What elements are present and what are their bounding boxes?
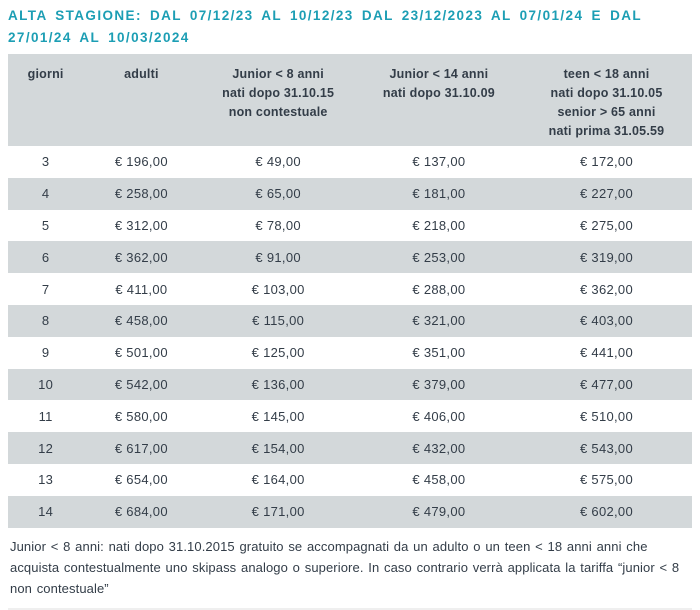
table-row: 12 € 617,00 € 154,00 € 432,00 € 543,00 [8,432,692,464]
cell-adulti: € 501,00 [114,345,168,361]
cell-giorni: 12 [8,432,84,464]
column-header-line: nati prima 31.05.59 [548,124,665,138]
column-header-line: senior > 65 anni [557,105,656,119]
cell-teen18: € 510,00 [579,408,633,424]
table-row: 7 € 411,00 € 103,00 € 288,00 € 362,00 [8,273,692,305]
column-header-junior14: Junior < 14 anni nati dopo 31.10.09 [356,54,521,146]
table-row: 6 € 362,00 € 91,00 € 253,00 € 319,00 [8,241,692,274]
cell-junior8: € 171,00 [199,495,357,528]
cell-adulti: € 542,00 [83,368,200,401]
table-row: 5 € 312,00 € 78,00 € 218,00 € 275,00 [8,210,692,242]
cell-junior8: € 78,00 [255,217,301,233]
cell-teen18: € 441,00 [579,345,633,361]
cell-giorni: 5 [41,217,50,233]
cell-junior8: € 103,00 [251,281,305,297]
cell-junior14: € 218,00 [412,217,466,233]
column-header-line: nati dopo 31.10.09 [382,86,495,100]
cell-teen18: € 575,00 [579,472,633,488]
table-row: 14 € 684,00 € 171,00 € 479,00 € 602,00 [8,495,692,528]
table-row: 9 € 501,00 € 125,00 € 351,00 € 441,00 [8,337,692,369]
cell-teen18: € 403,00 [520,304,692,337]
cell-junior8: € 49,00 [255,154,301,170]
cell-giorni: 13 [38,472,54,488]
column-header-line: non contestuale [228,105,328,119]
price-table-body: 3 € 196,00 € 49,00 € 137,00 € 172,00 4 €… [8,146,692,528]
cell-junior8: € 91,00 [199,241,357,274]
cell-junior14: € 351,00 [412,345,466,361]
cell-giorni: 7 [41,281,50,297]
cell-junior14: € 458,00 [412,472,466,488]
page-title: ALTA STAGIONE: DAL 07/12/23 AL 10/12/23 … [8,8,642,45]
cell-adulti: € 411,00 [115,281,168,297]
column-header-line: teen < 18 anni [563,67,650,81]
cell-adulti: € 312,00 [114,217,168,233]
cell-giorni: 3 [41,154,50,170]
table-row: 3 € 196,00 € 49,00 € 137,00 € 172,00 [8,146,692,178]
cell-junior14: € 379,00 [356,368,521,401]
cell-adulti: € 362,00 [83,241,200,274]
column-header-junior8: Junior < 8 anni nati dopo 31.10.15 non c… [199,54,357,146]
cell-junior8: € 125,00 [251,345,305,361]
table-row: 8 € 458,00 € 115,00 € 321,00 € 403,00 [8,304,692,337]
cell-adulti: € 258,00 [83,177,200,210]
cell-junior14: € 288,00 [412,281,466,297]
cell-junior14: € 181,00 [356,177,521,210]
cell-teen18: € 477,00 [520,368,692,401]
table-row: 13 € 654,00 € 164,00 € 458,00 € 575,00 [8,464,692,496]
column-header-teen18: teen < 18 anni nati dopo 31.10.05 senior… [520,54,692,146]
cell-junior8: € 136,00 [199,368,357,401]
cell-teen18: € 602,00 [520,495,692,528]
cell-junior8: € 65,00 [199,177,357,210]
cell-giorni: 10 [8,368,84,401]
cell-teen18: € 543,00 [520,432,692,464]
cell-teen18: € 227,00 [520,177,692,210]
footnote: Junior < 8 anni: nati dopo 31.10.2015 gr… [10,538,680,596]
cell-teen18: € 319,00 [520,241,692,274]
cell-teen18: € 275,00 [579,217,633,233]
cell-junior8: € 145,00 [251,408,305,424]
cell-adulti: € 580,00 [114,408,168,424]
cell-adulti: € 684,00 [83,495,200,528]
cell-junior14: € 321,00 [356,304,521,337]
cell-giorni: 8 [8,304,84,337]
column-header-line: Junior < 8 anni [232,67,324,81]
table-row: 11 € 580,00 € 145,00 € 406,00 € 510,00 [8,400,692,432]
cell-giorni: 14 [8,495,84,528]
column-header-adulti: adulti [83,54,200,146]
header-row: giorni adulti Junior < 8 anni nati dopo … [8,54,692,146]
column-header-line: giorni [27,67,64,81]
cell-giorni: 9 [41,345,50,361]
cell-junior14: € 479,00 [356,495,521,528]
column-header-line: adulti [124,67,159,81]
cell-junior14: € 432,00 [356,432,521,464]
price-table-header: giorni adulti Junior < 8 anni nati dopo … [8,54,692,146]
cell-giorni: 6 [8,241,84,274]
cell-giorni: 4 [8,177,84,210]
cell-junior14: € 406,00 [412,408,466,424]
bottom-divider [8,607,692,610]
cell-teen18: € 172,00 [579,154,633,170]
column-header-line: nati dopo 31.10.15 [222,86,335,100]
column-header-line: Junior < 14 anni [389,67,489,81]
cell-adulti: € 458,00 [83,304,200,337]
cell-junior14: € 137,00 [412,154,466,170]
cell-junior14: € 253,00 [356,241,521,274]
column-header-giorni: giorni [8,54,84,146]
cell-adulti: € 617,00 [83,432,200,464]
cell-adulti: € 654,00 [114,472,168,488]
column-header-line: nati dopo 31.10.05 [550,86,663,100]
cell-adulti: € 196,00 [114,154,168,170]
cell-teen18: € 362,00 [579,281,633,297]
cell-junior8: € 154,00 [199,432,357,464]
cell-junior8: € 115,00 [199,304,357,337]
table-row: 4 € 258,00 € 65,00 € 181,00 € 227,00 [8,177,692,210]
cell-giorni: 11 [38,408,53,424]
table-row: 10 € 542,00 € 136,00 € 379,00 € 477,00 [8,368,692,401]
price-table: giorni adulti Junior < 8 anni nati dopo … [8,54,692,528]
cell-junior8: € 164,00 [251,472,305,488]
